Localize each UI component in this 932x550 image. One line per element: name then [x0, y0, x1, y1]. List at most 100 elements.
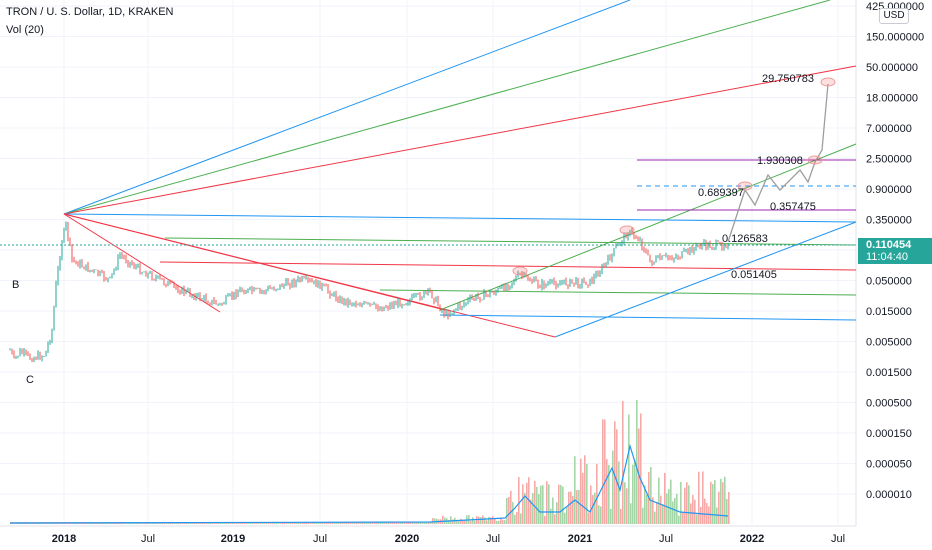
volume-bar	[536, 486, 538, 524]
x-tick-label: 2022	[740, 533, 764, 545]
volume-bar	[324, 522, 326, 524]
volume-bar	[498, 520, 500, 524]
volume-bar	[390, 522, 392, 524]
trend-line	[164, 237, 857, 246]
volume-bar	[578, 489, 580, 524]
volume-bar	[544, 515, 546, 524]
volume-bar	[588, 512, 590, 524]
volume-bar	[338, 522, 340, 524]
volume-bar	[398, 522, 400, 524]
x-tick-label: Jul	[486, 533, 500, 545]
volume-bar	[450, 516, 452, 524]
volume-bar	[676, 493, 678, 524]
bar-countdown: 11:04:40	[866, 251, 909, 263]
y-axis[interactable]: 425.000000150.00000050.00000018.0000007.…	[866, 1, 924, 501]
volume-bar	[302, 522, 304, 524]
volume-bar	[552, 497, 554, 524]
volume-bar	[416, 522, 418, 524]
target-marker	[820, 77, 836, 87]
volume-bar	[702, 471, 704, 524]
y-tick-label: 0.350000	[866, 215, 912, 227]
volume-bar	[366, 522, 368, 524]
volume-bar	[610, 508, 612, 524]
volume-bar	[420, 522, 422, 524]
volume-bar	[690, 503, 692, 524]
volume-bar	[270, 522, 272, 524]
volume-bar	[350, 522, 352, 524]
volume-bar	[332, 522, 334, 524]
volume-bar	[308, 522, 310, 524]
volume-bar	[422, 522, 424, 524]
volume-bar	[346, 522, 348, 524]
volume-bar	[576, 490, 578, 524]
volume-bar	[532, 492, 534, 524]
volume-bar	[716, 507, 718, 524]
trend-line	[63, 0, 831, 215]
annotations: 29.750783 1.930308 0.689397 0.357475 0.12658…	[12, 73, 816, 386]
volume-bar	[506, 498, 508, 524]
volume-bar	[668, 489, 670, 524]
drawing-lines	[0, 0, 857, 338]
x-axis[interactable]: 2018 Jul 2019 Jul 2020 Jul 2021 Jul 2022 Jul	[52, 533, 845, 545]
y-tick-label: 0.000010	[866, 489, 912, 501]
volume-bar	[678, 515, 680, 524]
volume-bar	[556, 502, 558, 524]
volume-bar	[288, 522, 290, 524]
volume-bar	[614, 421, 616, 524]
volume-bar	[352, 522, 354, 524]
volume-bar	[458, 520, 460, 524]
volume-bar	[664, 472, 666, 524]
volume-bar	[384, 522, 386, 524]
volume-bar	[618, 461, 620, 524]
y-tick-label: 0.050000	[866, 276, 912, 288]
volume-bar	[512, 502, 514, 524]
volume-bar	[706, 503, 708, 524]
volume-bar	[426, 522, 428, 524]
volume-bar	[504, 520, 506, 524]
volume-bar	[448, 520, 450, 524]
volume-bar	[386, 522, 388, 524]
y-tick-label: 0.015000	[866, 306, 912, 318]
volume-bar	[488, 516, 490, 524]
volume-bar	[542, 485, 544, 524]
volume-bar	[548, 484, 550, 524]
y-tick-label: 0.005000	[866, 337, 912, 349]
volume-bar	[370, 522, 372, 524]
volume-bar	[460, 518, 462, 524]
volume-bar	[646, 494, 648, 524]
volume-bars	[9, 399, 730, 524]
volume-bar	[310, 522, 312, 524]
volume-bar	[540, 485, 542, 524]
volume-bar	[282, 522, 284, 524]
currency-button[interactable]: USD	[879, 8, 909, 24]
volume-bar	[306, 522, 308, 524]
volume-bar	[268, 522, 270, 524]
chart-title: TRON / U. S. Dollar, 1D, KRAKEN	[6, 6, 174, 18]
volume-bar	[470, 520, 472, 524]
trend-line	[63, 0, 631, 215]
volume-bar	[264, 522, 266, 524]
volume-bar	[612, 450, 614, 524]
volume-bar	[480, 517, 482, 524]
volume-bar	[596, 463, 598, 524]
volume-bar	[284, 522, 286, 524]
volume-bar	[276, 522, 278, 524]
volume-bar	[568, 491, 570, 524]
volume-bar	[606, 459, 608, 524]
volume-bar	[410, 522, 412, 524]
volume-bar	[326, 522, 328, 524]
volume-bar	[464, 519, 466, 524]
volume-bar	[700, 506, 702, 524]
volume-bar	[538, 494, 540, 524]
volume-bar	[608, 464, 610, 524]
volume-bar	[340, 522, 342, 524]
x-tick-label: 2021	[568, 533, 592, 545]
volume-bar	[294, 522, 296, 524]
volume-bar	[694, 499, 696, 524]
volume-bar	[586, 463, 588, 524]
y-tick-label: 7.000000	[866, 123, 912, 135]
volume-indicator-label[interactable]: Vol (20)	[6, 24, 44, 36]
volume-bar	[394, 522, 396, 524]
grid	[0, 0, 857, 527]
